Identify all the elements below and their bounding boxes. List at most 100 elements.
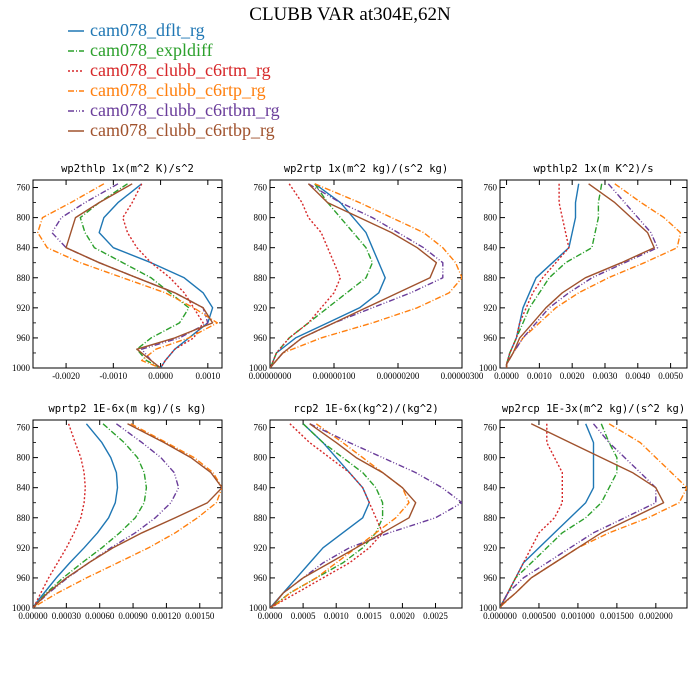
series-line (500, 423, 665, 608)
y-tick-label: 920 (254, 303, 268, 313)
panel-title: wprtp2 1E-6x(m kg)/(s kg) (48, 403, 206, 415)
series-line (270, 183, 386, 368)
y-tick-label: 880 (484, 513, 498, 523)
series-line (270, 423, 417, 608)
x-tick-label: 0.0010 (324, 611, 349, 621)
x-tick-label: 0.0030 (593, 371, 618, 381)
x-tick-label: 0.0050 (658, 371, 683, 381)
series-line (505, 183, 580, 368)
y-tick-label: 920 (254, 543, 268, 553)
y-tick-label: 840 (254, 483, 268, 493)
series-line (65, 183, 214, 368)
series-line (33, 423, 148, 608)
legend: cam078_dflt_rgcam078_expldiffcam078_club… (68, 20, 280, 140)
x-tick-label: 0.0020 (560, 371, 585, 381)
y-tick-label: 1000 (249, 603, 268, 613)
x-tick-label: 0.00090 (118, 611, 148, 621)
series-line (79, 183, 190, 368)
y-tick-label: 960 (484, 333, 498, 343)
panel-title: rcp2 1E-6x(kg^2)/(kg^2) (293, 403, 438, 415)
plot-frame (499, 179, 688, 369)
x-tick-label: 0.0010 (195, 371, 220, 381)
series-line (505, 183, 570, 368)
x-tick-label: 0.00030 (52, 611, 82, 621)
y-tick-label: 880 (17, 513, 31, 523)
y-tick-label: 960 (484, 573, 498, 583)
legend-label: cam078_clubb_c6rtp_rg (90, 80, 266, 100)
chart-panel: wp2thlp 1x(m^2 K)/s^2 760 800 840 880 920 960 1… (12, 163, 223, 381)
x-tick-label: -0.0010 (99, 371, 127, 381)
x-tick-label: 0.00000000 (249, 371, 292, 381)
chart-panel: wp2rcp 1E-3x(m^2 kg)/(s^2 kg) 760 800 840 88… (479, 403, 688, 621)
series-line (270, 423, 384, 608)
y-tick-label: 760 (254, 183, 268, 193)
x-tick-label: 0.00000100 (313, 371, 356, 381)
y-tick-label: 800 (17, 213, 31, 223)
legend-label: cam078_clubb_c6rtbm_rg (90, 100, 280, 120)
series-line (270, 423, 384, 608)
y-tick-label: 1000 (249, 363, 268, 373)
series-line (270, 423, 410, 608)
y-tick-label: 920 (484, 303, 498, 313)
x-tick-label: 0.001500 (600, 611, 634, 621)
plot-frame (269, 419, 463, 609)
x-tick-label: 0.0020 (390, 611, 415, 621)
panel-title: wp2rtp 1x(m^2 kg)/(s^2 kg) (284, 163, 448, 175)
series-line (505, 183, 659, 368)
y-tick-label: 960 (254, 573, 268, 583)
legend-label: cam078_clubb_c6rtm_rg (90, 60, 271, 80)
panel-title: wp2thlp 1x(m^2 K)/s^2 (61, 163, 194, 175)
x-tick-label: 0.001000 (561, 611, 595, 621)
series-line (33, 423, 87, 608)
x-tick-label: 0.0040 (625, 371, 650, 381)
y-tick-label: 1000 (479, 603, 498, 613)
y-tick-label: 920 (17, 303, 31, 313)
y-tick-label: 800 (17, 453, 31, 463)
x-tick-label: 0.0000 (148, 371, 173, 381)
figure-title: CLUBB VAR at304E,62N (249, 4, 451, 25)
x-tick-label: 0.0025 (423, 611, 448, 621)
x-tick-label: 0.00000 (18, 611, 48, 621)
y-tick-label: 840 (254, 243, 268, 253)
y-tick-label: 760 (254, 423, 268, 433)
chart-panel: wpthlp2 1x(m K^2)/s 760 800 840 880 920 960 100… (479, 163, 688, 381)
x-tick-label: -0.0020 (52, 371, 80, 381)
y-tick-label: 1000 (12, 603, 31, 613)
series-line (270, 183, 374, 368)
series-line (270, 183, 342, 368)
y-tick-label: 840 (17, 483, 31, 493)
x-tick-label: 0.00000200 (377, 371, 420, 381)
y-tick-label: 760 (17, 183, 31, 193)
series-line (33, 423, 119, 608)
y-tick-label: 800 (484, 213, 498, 223)
legend-label: cam078_expldiff (90, 40, 213, 60)
x-tick-label: 0.00120 (152, 611, 182, 621)
series-line (33, 423, 222, 608)
y-tick-label: 1000 (12, 363, 31, 373)
x-tick-label: 0.0000 (258, 611, 283, 621)
y-tick-label: 960 (254, 333, 268, 343)
plot-frame (32, 179, 223, 369)
series-line (51, 183, 209, 368)
y-tick-label: 880 (254, 513, 268, 523)
series-line (122, 183, 204, 368)
x-tick-label: 0.00150 (185, 611, 215, 621)
series-line (33, 423, 222, 608)
plot-frame (269, 179, 463, 369)
y-tick-label: 920 (484, 543, 498, 553)
y-tick-label: 800 (484, 453, 498, 463)
y-tick-label: 800 (254, 213, 268, 223)
x-tick-label: 0.00060 (85, 611, 115, 621)
y-tick-label: 760 (484, 183, 498, 193)
y-tick-label: 920 (17, 543, 31, 553)
y-tick-label: 760 (484, 423, 498, 433)
y-tick-label: 1000 (479, 363, 498, 373)
plot-frame (499, 419, 688, 609)
y-tick-label: 840 (17, 243, 31, 253)
x-tick-label: 0.0015 (357, 611, 382, 621)
y-tick-label: 960 (17, 573, 31, 583)
x-tick-label: 0.000000 (483, 611, 517, 621)
y-tick-label: 960 (17, 333, 31, 343)
x-tick-label: 0.000500 (522, 611, 556, 621)
panels: wp2thlp 1x(m^2 K)/s^2 760 800 840 880 920 960 1… (12, 163, 688, 621)
